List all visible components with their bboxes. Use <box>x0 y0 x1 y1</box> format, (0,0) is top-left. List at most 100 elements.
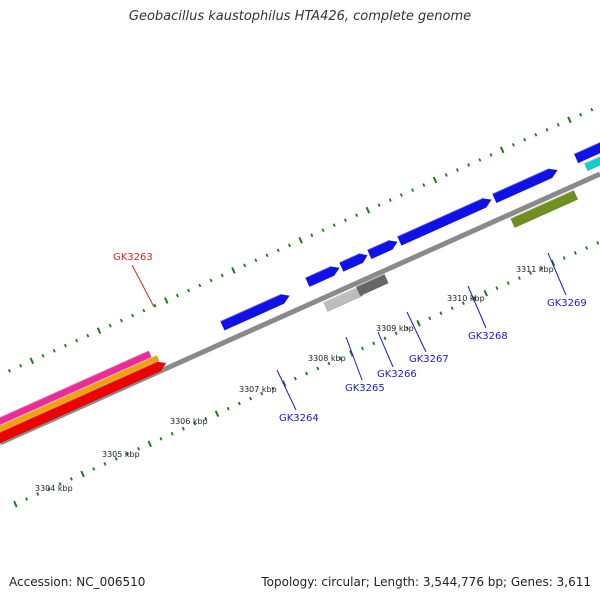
tick-minor <box>220 273 224 278</box>
tick-major <box>416 319 421 327</box>
tick-major <box>483 289 488 297</box>
gene-GK3266 <box>355 273 389 297</box>
tick-minor <box>92 467 96 471</box>
kbp-label: 3308 kbp <box>308 354 346 363</box>
tick-minor <box>243 263 247 268</box>
tick-minor <box>114 457 118 461</box>
gene-GK3265-shape <box>323 286 364 312</box>
tick-minor <box>478 158 482 162</box>
tick-minor <box>327 361 331 366</box>
tick-minor <box>293 376 297 381</box>
gene-GK3266b-highlight <box>339 252 360 264</box>
tick-major <box>500 146 505 154</box>
tick-minor <box>444 173 448 177</box>
kbp-label: 3311 kbp <box>516 265 554 274</box>
tick-minor <box>119 318 123 323</box>
gene-GK3263-shape <box>0 361 167 457</box>
gene-label-gk3263: GK3263 <box>113 252 153 263</box>
tick-major <box>164 297 169 304</box>
gene-GK3264-highlight <box>220 293 281 322</box>
tick-minor <box>159 436 163 441</box>
gene-GK3265-highlight <box>323 285 359 303</box>
tick-minor <box>287 243 291 248</box>
gene-label-gk3266: GK3266 <box>377 369 417 380</box>
gene-GK3266b-shape <box>338 253 368 272</box>
tick-minor <box>394 331 398 336</box>
tick-minor <box>338 356 342 361</box>
tick-minor <box>237 401 241 406</box>
tick-minor <box>529 271 533 275</box>
tick-major <box>550 259 556 267</box>
tick-minor <box>226 406 230 411</box>
gene-GK3263b <box>0 354 160 448</box>
gene-GK3265b-highlight <box>305 265 331 279</box>
gene-edge-cyan-highlight <box>584 149 600 165</box>
tick-minor <box>399 193 403 197</box>
tick-major <box>214 410 220 418</box>
tick-minor <box>523 138 527 142</box>
tick-minor <box>41 353 45 358</box>
accession-text: Accession: NC_006510 <box>9 575 146 589</box>
gene-GK3269-shape <box>510 189 579 228</box>
tick-minor <box>137 446 141 451</box>
tick-major <box>29 357 35 365</box>
inner-tick-ring <box>13 241 600 508</box>
gene-GK3267b <box>366 239 398 260</box>
tick-minor <box>511 143 515 147</box>
gene-GK3268 <box>396 197 492 246</box>
tick-minor <box>422 183 426 187</box>
kbp-labels: 3304 kbp 3305 kbp 3306 kbp 3307 kbp 3308 kbp… <box>35 265 554 493</box>
leader-gk3265 <box>345 336 363 381</box>
tick-minor <box>316 366 320 371</box>
tick-minor <box>181 426 185 431</box>
tick-minor <box>372 341 376 346</box>
gene-label-gk3265: GK3265 <box>345 383 385 394</box>
tick-minor <box>103 462 107 466</box>
tick-minor <box>193 421 197 426</box>
tick-minor <box>36 492 40 496</box>
genome-summary-text: Topology: circular; Length: 3,544,776 bp… <box>261 575 591 589</box>
tick-minor <box>204 416 208 421</box>
gene-GK3263a-shape <box>0 350 152 442</box>
gene-GK3263a <box>0 350 152 442</box>
gene-GK3265 <box>323 285 364 312</box>
tick-minor <box>310 233 314 238</box>
tick-minor <box>142 308 146 313</box>
tick-minor <box>388 198 392 202</box>
tick-minor <box>75 338 79 343</box>
tick-minor <box>343 218 347 223</box>
tick-minor <box>52 348 56 353</box>
tick-minor <box>276 248 280 253</box>
gene-label-gk3269: GK3269 <box>547 298 587 309</box>
tick-minor <box>556 122 560 127</box>
tick-minor <box>47 487 51 491</box>
gene-GK3269 <box>510 189 579 228</box>
leader-gk3267 <box>406 311 427 353</box>
tick-major <box>298 236 303 244</box>
tick-minor <box>545 127 549 132</box>
tick-minor <box>125 452 129 456</box>
gene-GK3268-highlight <box>397 197 483 238</box>
tick-minor <box>377 203 381 207</box>
gene-GK3263-highlight <box>0 361 157 449</box>
tick-minor <box>305 371 309 376</box>
kbp-label: 3306 kbp <box>170 417 208 426</box>
tick-minor <box>153 303 157 308</box>
tick-major <box>147 440 152 448</box>
tick-minor <box>506 281 510 285</box>
tick-minor <box>63 343 67 348</box>
label-leaders <box>131 252 567 411</box>
tick-minor <box>7 368 11 373</box>
tick-major <box>567 116 572 124</box>
tick-major <box>432 176 438 184</box>
gene-labels: GK3263 GK3264 GK3265 GK3266 GK3267 GK3268 GK32… <box>113 252 587 424</box>
gene-edge-cyan <box>584 149 600 172</box>
gene-GK3267b-highlight <box>367 239 389 251</box>
tick-minor <box>411 188 415 192</box>
kbp-label: 3304 kbp <box>35 484 73 493</box>
tick-major <box>80 470 85 478</box>
tick-minor <box>332 223 336 228</box>
tick-minor <box>86 333 90 338</box>
map-title: Geobacillus kaustophilus HTA426, complet… <box>128 9 472 24</box>
